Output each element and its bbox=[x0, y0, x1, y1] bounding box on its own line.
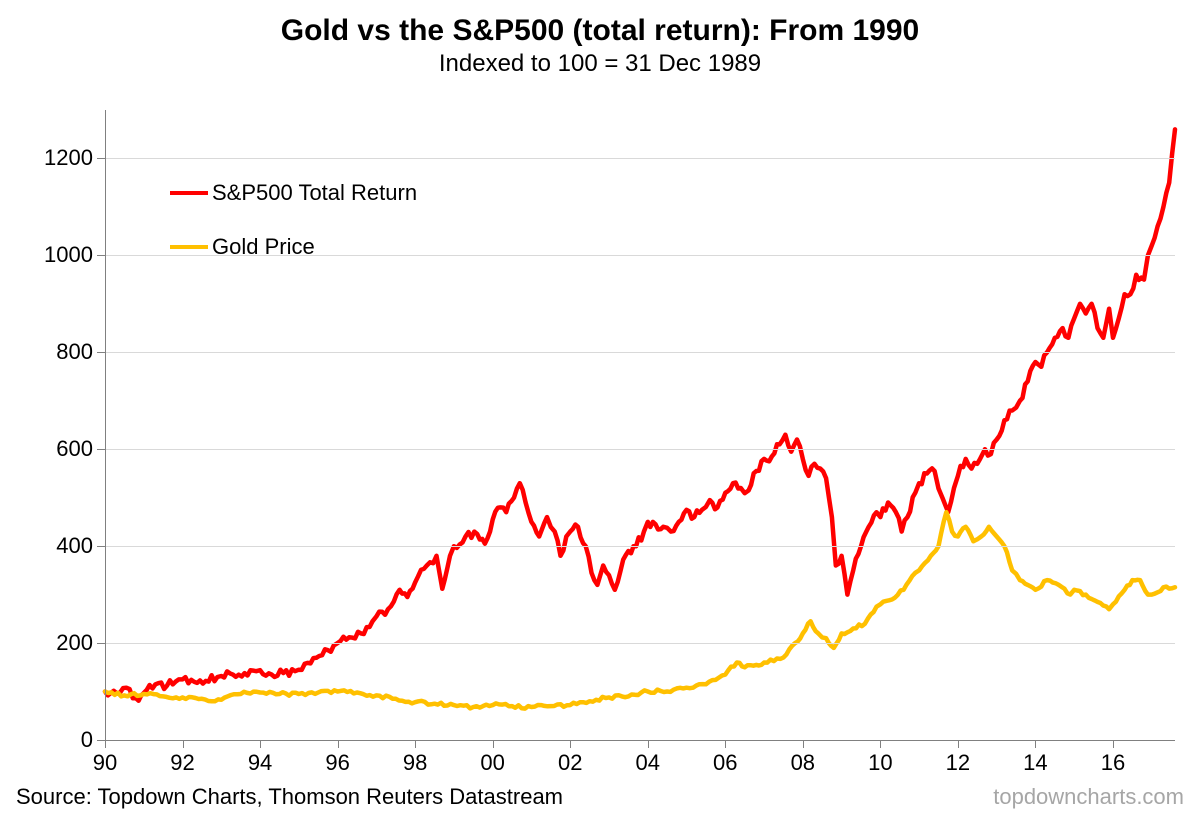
y-tick-label: 1000 bbox=[13, 242, 93, 268]
x-tick-label: 98 bbox=[403, 750, 427, 776]
x-tick-label: 06 bbox=[713, 750, 737, 776]
chart-legend: S&P500 Total Return Gold Price bbox=[170, 180, 417, 288]
x-tick bbox=[1035, 740, 1036, 748]
x-tick bbox=[338, 740, 339, 748]
chart-footer: Source: Topdown Charts, Thomson Reuters … bbox=[16, 784, 1184, 810]
x-tick-label: 16 bbox=[1101, 750, 1125, 776]
x-tick bbox=[958, 740, 959, 748]
x-tick-label: 08 bbox=[791, 750, 815, 776]
y-tick bbox=[97, 740, 105, 741]
y-tick-label: 800 bbox=[13, 339, 93, 365]
x-tick bbox=[725, 740, 726, 748]
chart-container: Gold vs the S&P500 (total return): From … bbox=[0, 0, 1200, 820]
x-tick bbox=[880, 740, 881, 748]
x-tick-label: 96 bbox=[325, 750, 349, 776]
legend-label: S&P500 Total Return bbox=[212, 180, 417, 206]
y-tick-label: 1200 bbox=[13, 145, 93, 171]
attribution-text: topdowncharts.com bbox=[993, 784, 1184, 810]
y-tick bbox=[97, 546, 105, 547]
x-tick bbox=[105, 740, 106, 748]
x-tick bbox=[493, 740, 494, 748]
x-tick-label: 00 bbox=[480, 750, 504, 776]
x-tick-label: 14 bbox=[1023, 750, 1047, 776]
x-tick bbox=[803, 740, 804, 748]
x-tick-label: 94 bbox=[248, 750, 272, 776]
legend-item: S&P500 Total Return bbox=[170, 180, 417, 206]
x-tick bbox=[648, 740, 649, 748]
y-tick bbox=[97, 158, 105, 159]
chart-title: Gold vs the S&P500 (total return): From … bbox=[0, 0, 1200, 48]
x-axis-line bbox=[105, 740, 1175, 741]
gridline bbox=[105, 158, 1175, 159]
legend-swatch bbox=[170, 245, 208, 249]
x-tick bbox=[260, 740, 261, 748]
x-tick-label: 12 bbox=[946, 750, 970, 776]
gridline bbox=[105, 643, 1175, 644]
y-tick bbox=[97, 449, 105, 450]
gridline bbox=[105, 352, 1175, 353]
y-tick bbox=[97, 255, 105, 256]
y-tick bbox=[97, 352, 105, 353]
y-tick-label: 0 bbox=[13, 727, 93, 753]
gridline bbox=[105, 449, 1175, 450]
y-tick bbox=[97, 643, 105, 644]
x-tick-label: 92 bbox=[170, 750, 194, 776]
x-tick bbox=[1113, 740, 1114, 748]
x-tick bbox=[415, 740, 416, 748]
legend-label: Gold Price bbox=[212, 234, 315, 260]
x-tick-label: 90 bbox=[93, 750, 117, 776]
gridline bbox=[105, 546, 1175, 547]
x-tick bbox=[570, 740, 571, 748]
x-tick-label: 04 bbox=[636, 750, 660, 776]
x-tick bbox=[183, 740, 184, 748]
legend-swatch bbox=[170, 191, 208, 195]
x-tick-label: 02 bbox=[558, 750, 582, 776]
source-text: Source: Topdown Charts, Thomson Reuters … bbox=[16, 784, 563, 810]
y-tick-label: 400 bbox=[13, 533, 93, 559]
chart-subtitle: Indexed to 100 = 31 Dec 1989 bbox=[0, 50, 1200, 78]
y-tick-label: 200 bbox=[13, 630, 93, 656]
x-tick-label: 10 bbox=[868, 750, 892, 776]
y-axis-line bbox=[105, 110, 106, 740]
y-tick-label: 600 bbox=[13, 436, 93, 462]
legend-item: Gold Price bbox=[170, 234, 417, 260]
